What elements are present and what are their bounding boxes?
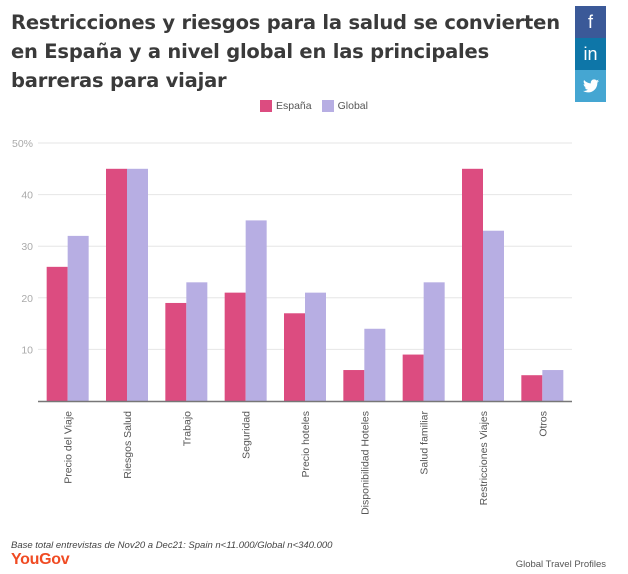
- bar-chart: 10 20 30 40 50% Precio del Viaje Riesgos Salu…: [12, 138, 572, 515]
- bar-global[interactable]: [483, 230, 504, 401]
- linkedin-share-button[interactable]: in: [575, 38, 606, 70]
- bar-espana[interactable]: [165, 302, 187, 401]
- bar-global[interactable]: [542, 370, 564, 401]
- y-tick-label: 30: [21, 241, 33, 253]
- bar-global[interactable]: [305, 292, 326, 401]
- facebook-share-button[interactable]: f: [575, 6, 606, 38]
- chart-legend: España Global: [0, 100, 628, 112]
- bar-espana[interactable]: [224, 292, 246, 401]
- bar-espana[interactable]: [521, 375, 543, 401]
- legend-swatch-global: [321, 100, 334, 112]
- bar-espana[interactable]: [284, 313, 305, 401]
- y-tick-label: 40: [21, 190, 33, 202]
- bar-global[interactable]: [186, 282, 208, 401]
- y-tick-label: 10: [21, 344, 33, 356]
- bars: [46, 168, 564, 401]
- social-share-bar: f in: [575, 6, 606, 102]
- x-tick-label: Trabajo: [181, 411, 193, 446]
- x-tick-label: Disponibilidad Hoteles: [359, 411, 371, 515]
- legend-label-espana: España: [276, 100, 312, 112]
- twitter-share-button[interactable]: [575, 70, 606, 102]
- y-axis-ticks: 10 20 30 40 50%: [12, 138, 33, 356]
- bar-espana[interactable]: [46, 266, 68, 401]
- y-tick-label: 50%: [12, 138, 33, 150]
- x-axis-labels: Precio del Viaje Riesgos Salud Trabajo Segu…: [63, 411, 550, 515]
- legend-item-global[interactable]: Global: [321, 100, 368, 112]
- bar-global[interactable]: [423, 282, 445, 401]
- facebook-icon: f: [587, 11, 593, 32]
- bar-espana[interactable]: [462, 168, 483, 401]
- bar-espana[interactable]: [106, 168, 127, 401]
- legend-swatch-espana: [260, 100, 272, 112]
- bar-global[interactable]: [67, 235, 89, 401]
- footnote: Base total entrevistas de Nov20 a Dec21:…: [11, 540, 333, 551]
- bar-espana[interactable]: [343, 370, 365, 401]
- y-tick-label: 20: [21, 293, 33, 305]
- x-tick-label: Precio del Viaje: [63, 411, 75, 484]
- bar-espana[interactable]: [402, 354, 424, 401]
- x-tick-label: Salud familiar: [419, 411, 431, 475]
- bar-global[interactable]: [245, 220, 267, 401]
- chart-title: Restricciones y riesgos para la salud se…: [11, 11, 560, 92]
- x-tick-label: Riesgos Salud: [122, 411, 134, 479]
- bar-global[interactable]: [127, 168, 148, 401]
- source-label: Global Travel Profiles: [515, 559, 606, 570]
- x-tick-label: Precio hoteles: [300, 411, 312, 478]
- x-tick-label: Otros: [537, 411, 549, 437]
- yougov-logo[interactable]: YouGov: [11, 551, 70, 568]
- legend-label-global: Global: [337, 100, 368, 112]
- twitter-icon: [582, 79, 599, 93]
- legend-item-espana[interactable]: España: [260, 100, 312, 112]
- linkedin-icon: in: [583, 43, 598, 64]
- x-tick-label: Restricciones Viajes: [478, 411, 490, 505]
- x-tick-label: Seguridad: [241, 411, 253, 459]
- bar-global[interactable]: [364, 328, 386, 401]
